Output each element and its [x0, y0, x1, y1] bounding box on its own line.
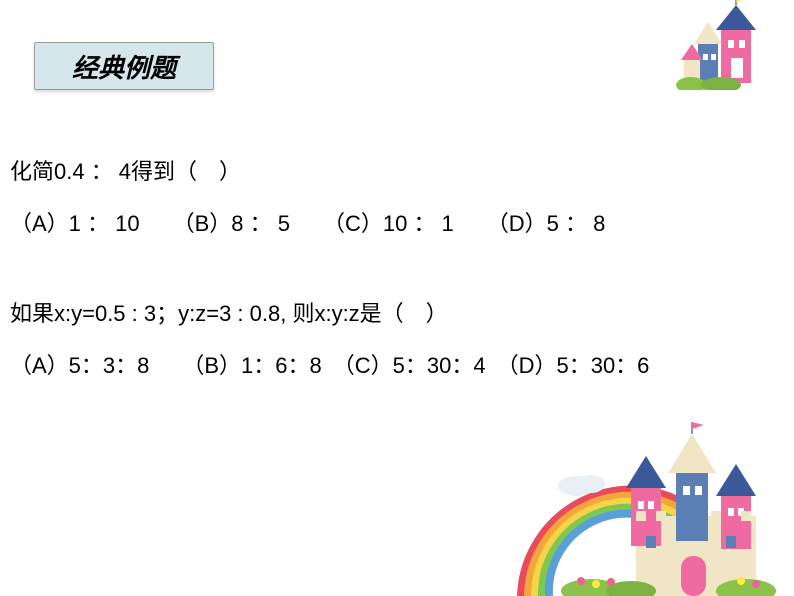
- question-2-options: （A）5：3：8 （B）1：6：8 （C）5：30：4 （D）5：30：6: [10, 342, 649, 390]
- question-1-stem: 化简0.4 ： 4得到（ ）: [10, 148, 605, 196]
- question-2: 如果x:y=0.5 : 3；y:z=3 : 0.8, 则x:y:z是（ ） （A…: [10, 290, 649, 391]
- title-text: 经典例题: [72, 48, 176, 85]
- question-2-stem: 如果x:y=0.5 : 3；y:z=3 : 0.8, 则x:y:z是（ ）: [10, 290, 649, 338]
- question-1: 化简0.4 ： 4得到（ ） （A）1 ： 10 （B）8 ： 5 （C）10 …: [10, 148, 605, 249]
- title-box: 经典例题: [34, 42, 214, 90]
- castle-icon-top: [666, 0, 766, 90]
- castle-icon-bottom: [516, 416, 776, 596]
- question-1-options: （A）1 ： 10 （B）8 ： 5 （C）10 ： 1 （D）5 ： 8: [10, 200, 605, 248]
